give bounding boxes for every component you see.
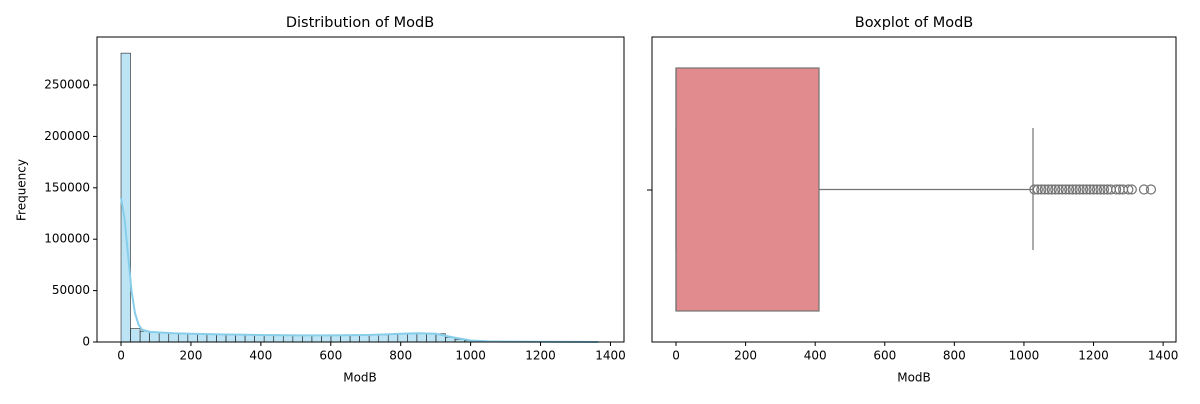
bar [417,333,427,342]
kde-line [121,198,598,342]
x-tick-label: 600 [319,349,342,363]
x-tick-label: 0 [117,349,125,363]
x-tick-label: 1400 [1148,349,1179,363]
bar [140,331,150,342]
bar [360,335,370,342]
x-tick-label: 200 [734,349,757,363]
bar [369,335,379,342]
y-tick-label: 50000 [52,283,90,297]
y-axis-label: Frequency [15,159,29,221]
box [676,68,819,311]
x-tick-label: 400 [804,349,827,363]
x-tick-label: 1000 [455,349,486,363]
x-tick-label: 1000 [1009,349,1040,363]
x-tick-label: 800 [389,349,412,363]
bar [131,329,141,342]
bar [150,332,160,342]
x-tick-label: 400 [249,349,272,363]
plot-frame [97,37,624,342]
bar [379,335,389,342]
bar [159,333,169,342]
x-tick-label: 0 [672,349,680,363]
x-tick-label: 1200 [1078,349,1109,363]
bar [398,334,408,342]
x-tick-label: 1400 [595,349,626,363]
y-tick-label: 100000 [44,232,90,246]
y-tick-label: 0 [82,335,90,349]
bar [350,335,360,342]
x-axis-label: ModB [343,371,377,385]
x-tick-label: 800 [943,349,966,363]
x-tick-label: 1200 [525,349,556,363]
x-tick-label: 600 [873,349,896,363]
chart-title: Boxplot of ModB [855,15,973,31]
y-tick-label: 200000 [44,129,90,143]
chart-title: Distribution of ModB [286,15,434,31]
x-tick-label: 200 [179,349,202,363]
y-tick-label: 150000 [44,180,90,194]
bar [388,334,398,342]
y-tick-label: 250000 [44,78,90,92]
outlier [1146,185,1155,194]
bar [121,53,131,342]
x-axis-label: ModB [897,371,931,385]
bar [341,335,351,342]
bar [407,334,417,342]
